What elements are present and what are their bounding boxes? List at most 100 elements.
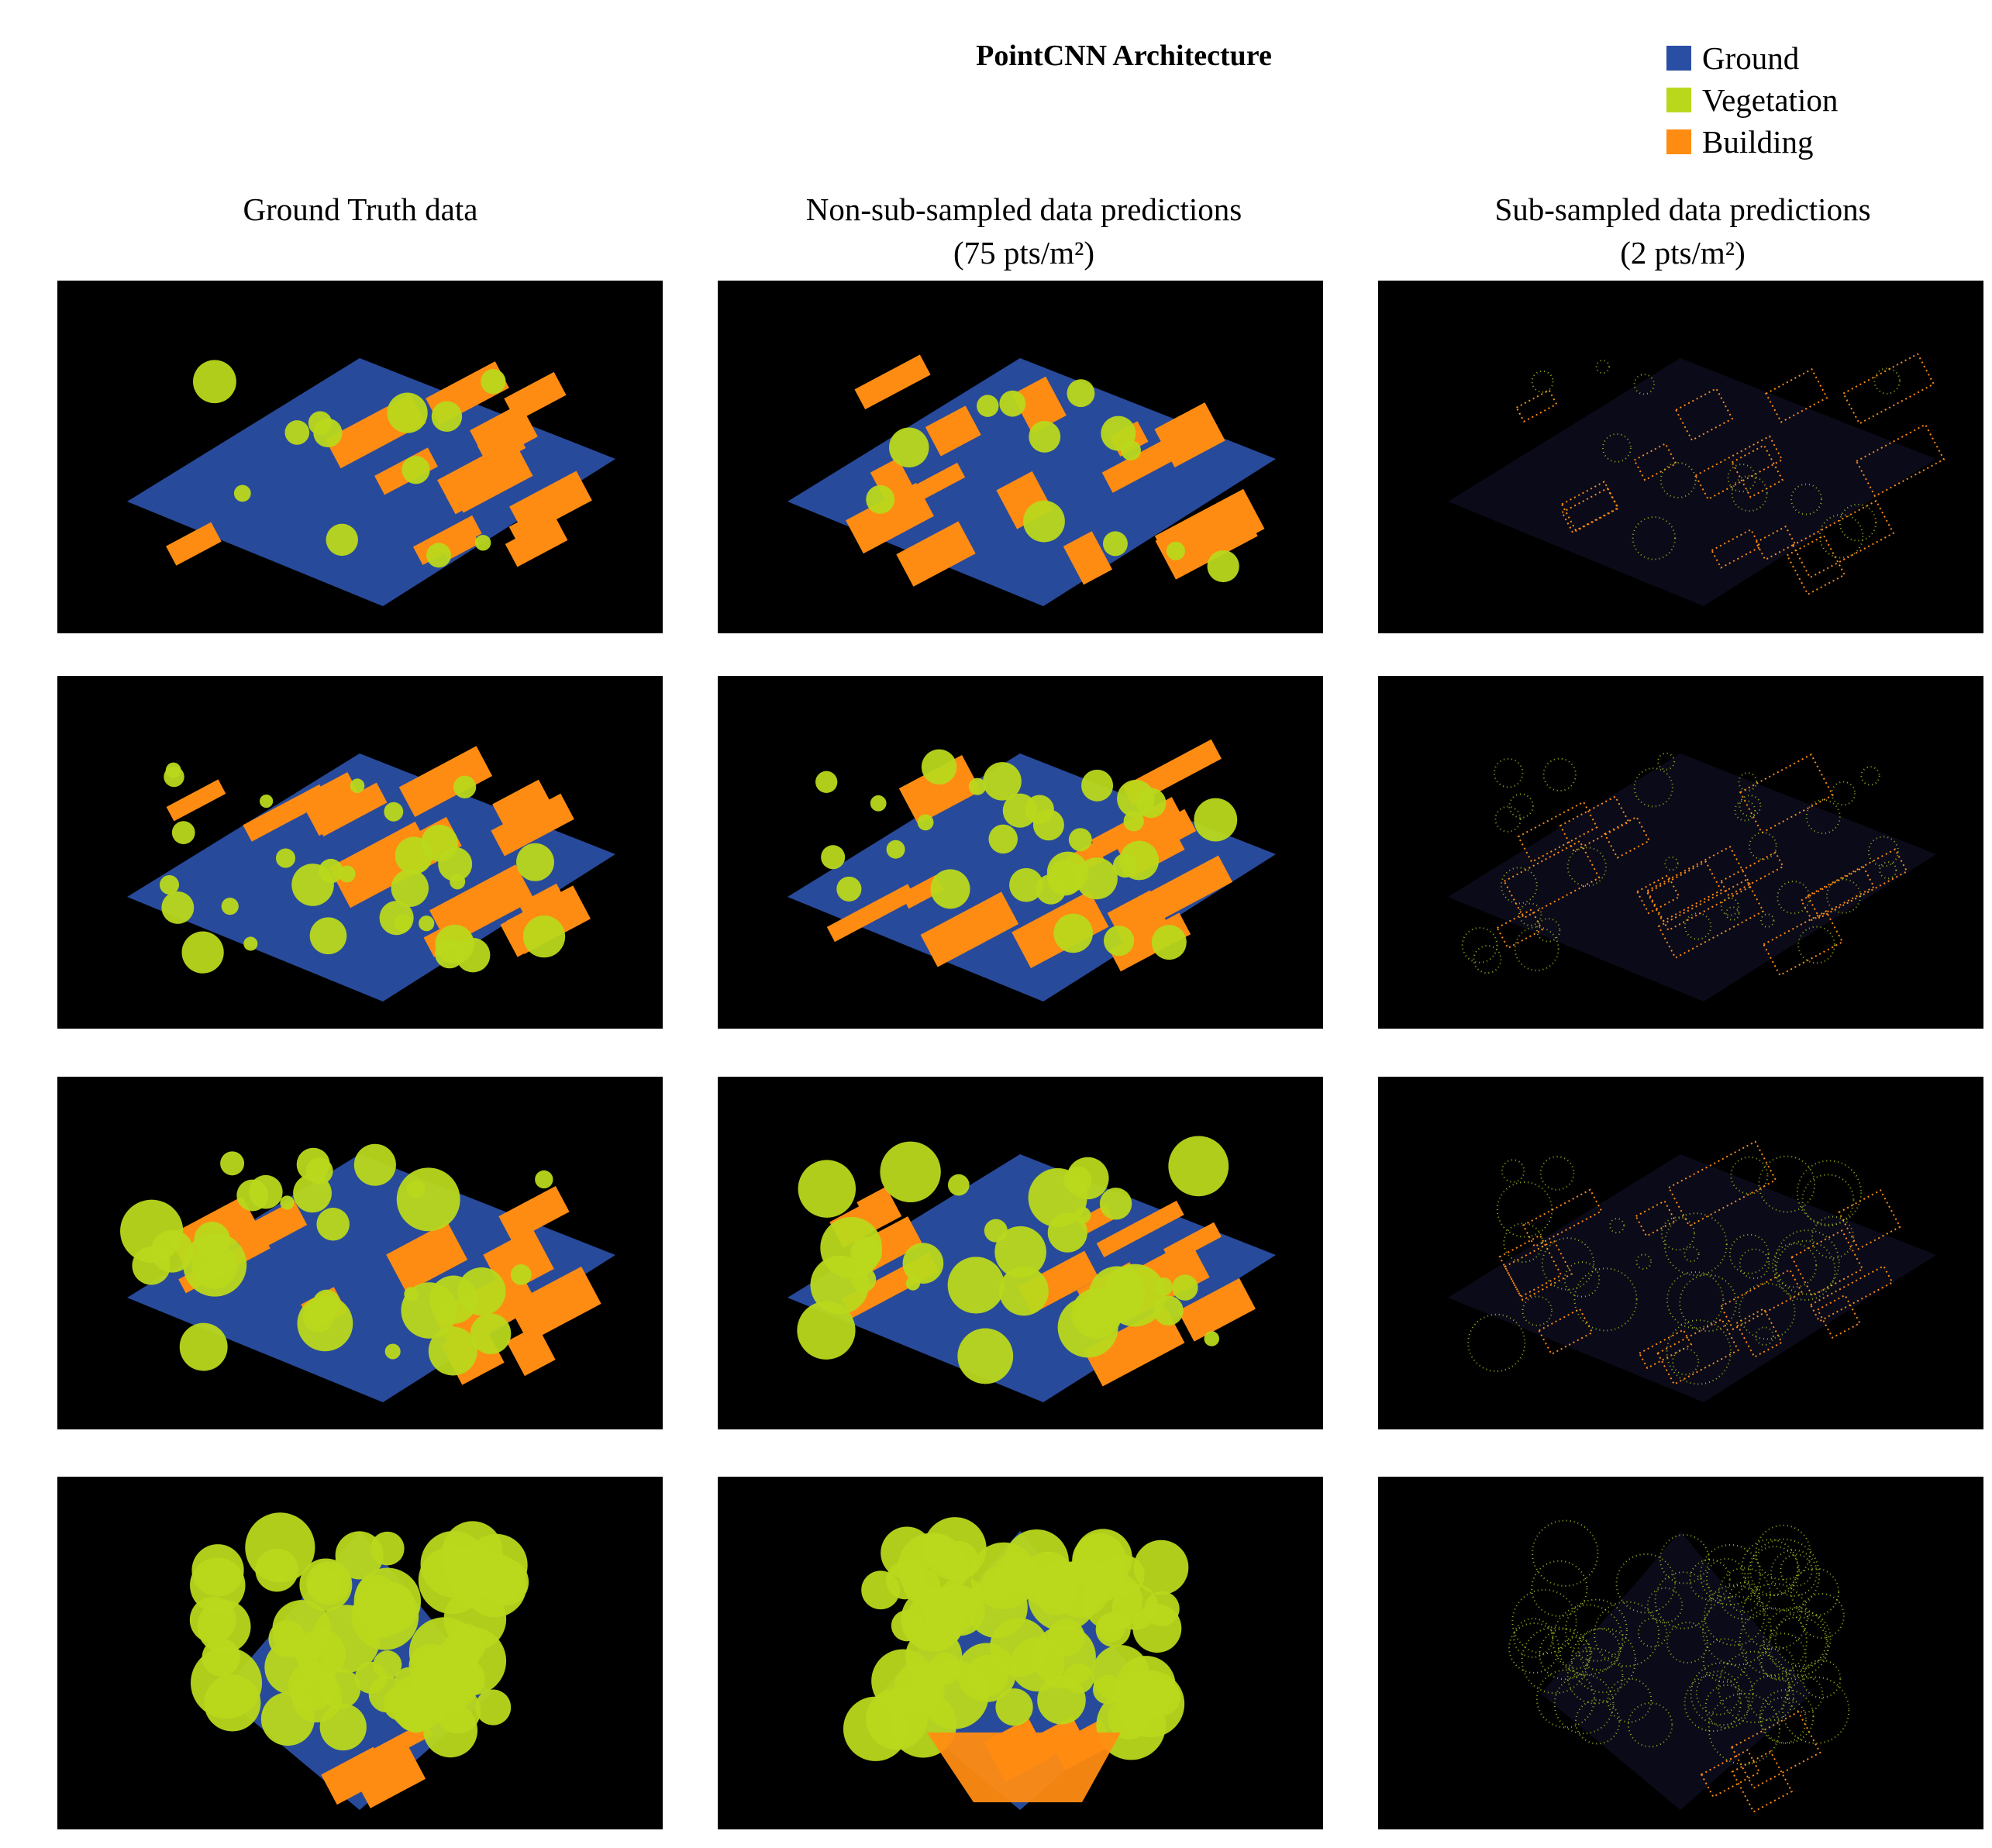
column-subheading-text: (75 pts/m²) — [953, 235, 1094, 271]
building-points — [509, 471, 592, 536]
vegetation-points — [1099, 1188, 1132, 1220]
vegetation-points — [313, 418, 343, 448]
vegetation-points — [1154, 1277, 1173, 1296]
vegetation-points — [970, 1542, 1038, 1610]
building-points — [166, 522, 222, 566]
vegetation-points — [1501, 1159, 1525, 1183]
vegetation-points — [1494, 805, 1522, 833]
point-cloud-panel — [1378, 676, 1983, 1029]
vegetation-points — [221, 898, 239, 915]
vegetation-points — [930, 869, 970, 909]
vegetation-points — [316, 1207, 350, 1241]
building-points — [1731, 444, 1784, 498]
vegetation-points — [1763, 1606, 1828, 1672]
vegetation-points — [1067, 379, 1095, 408]
vegetation-points — [302, 1301, 335, 1333]
vegetation-points — [293, 1174, 332, 1213]
ground-surface — [1448, 753, 1936, 1002]
legend-swatch-ground — [1666, 46, 1691, 71]
vegetation-points — [350, 778, 365, 794]
vegetation-points — [1805, 799, 1841, 835]
building-points — [312, 782, 388, 837]
vegetation-points — [1047, 1619, 1085, 1657]
vegetation-points — [1508, 793, 1534, 819]
building-points — [854, 354, 931, 410]
vegetation-points — [1734, 799, 1756, 822]
vegetation-points — [1467, 1313, 1526, 1372]
vegetation-points — [428, 1326, 477, 1376]
legend-swatch-building — [1666, 129, 1691, 154]
column-subheading-text: (2 pts/m²) — [1620, 235, 1746, 271]
vegetation-points — [1541, 1237, 1595, 1291]
vegetation-points — [1749, 1546, 1801, 1596]
vegetation-points — [1702, 1638, 1748, 1683]
building-points — [1503, 840, 1601, 919]
vegetation-points — [1531, 370, 1554, 393]
vegetation-points — [475, 1689, 512, 1726]
building-points — [874, 462, 966, 522]
legend-label-building: Building — [1702, 124, 1814, 160]
building-points — [1755, 525, 1797, 561]
legend: Ground Vegetation Building — [1666, 37, 1838, 163]
vegetation-points — [1657, 752, 1676, 771]
vegetation-points — [1801, 1659, 1842, 1698]
vegetation-points — [1708, 1692, 1780, 1765]
legend-label-vegetation: Vegetation — [1702, 82, 1839, 118]
vegetation-points — [1749, 832, 1777, 860]
vegetation-points — [1731, 474, 1768, 512]
column-heading-non-sub-sampled: Non-sub-sampled data predictions (75 pts… — [698, 188, 1349, 274]
vegetation-points — [319, 858, 343, 884]
building-points — [1140, 855, 1233, 924]
vegetation-points — [1074, 1529, 1132, 1588]
building-points — [398, 746, 493, 818]
vegetation-points — [1818, 513, 1864, 559]
vegetation-points — [1739, 795, 1762, 818]
building-points — [1646, 860, 1722, 922]
vegetation-points — [1535, 1669, 1595, 1729]
vegetation-points — [181, 931, 224, 974]
building-points — [506, 1325, 556, 1377]
vegetation-points — [947, 1174, 970, 1196]
legend-item-ground: Ground — [1666, 37, 1838, 79]
vegetation-points — [923, 1517, 987, 1581]
vegetation-points — [450, 1623, 481, 1654]
vegetation-points — [401, 1282, 457, 1339]
building-points — [446, 444, 533, 513]
building-points — [1559, 795, 1630, 853]
vegetation-points — [1194, 798, 1238, 842]
vegetation-points — [1493, 757, 1524, 788]
vegetation-points — [1705, 1557, 1746, 1598]
vegetation-points — [1679, 1274, 1737, 1333]
vegetation-points — [1104, 926, 1135, 957]
building-points — [1101, 435, 1183, 493]
vegetation-points — [309, 917, 347, 955]
building-points — [1096, 1200, 1184, 1257]
vegetation-points — [1503, 1222, 1544, 1264]
vegetation-points — [1552, 1604, 1624, 1676]
vegetation-points — [1025, 795, 1054, 824]
vegetation-points — [453, 775, 477, 798]
vegetation-points — [272, 1600, 331, 1659]
building-points — [1730, 1710, 1821, 1789]
vegetation-points — [1839, 503, 1877, 542]
vegetation-points — [1720, 897, 1740, 916]
vegetation-points — [516, 843, 554, 881]
vegetation-points — [1654, 1571, 1713, 1629]
vegetation-points — [1595, 359, 1610, 374]
vegetation-points — [843, 1696, 908, 1761]
vegetation-points — [425, 1665, 471, 1712]
vegetation-points — [194, 1222, 230, 1258]
vegetation-points — [171, 821, 195, 844]
building-points — [492, 779, 560, 843]
vegetation-points — [1207, 550, 1239, 583]
vegetation-points — [1786, 1675, 1824, 1713]
vegetation-points — [402, 456, 430, 484]
vegetation-points — [1755, 1326, 1774, 1346]
vegetation-points — [880, 1141, 941, 1202]
column-heading-ground-truth: Ground Truth data — [35, 188, 686, 231]
vegetation-points — [797, 1301, 856, 1360]
building-points — [1657, 878, 1765, 960]
building-points — [505, 517, 568, 567]
vegetation-points — [1867, 836, 1899, 867]
vegetation-points — [820, 1216, 883, 1279]
